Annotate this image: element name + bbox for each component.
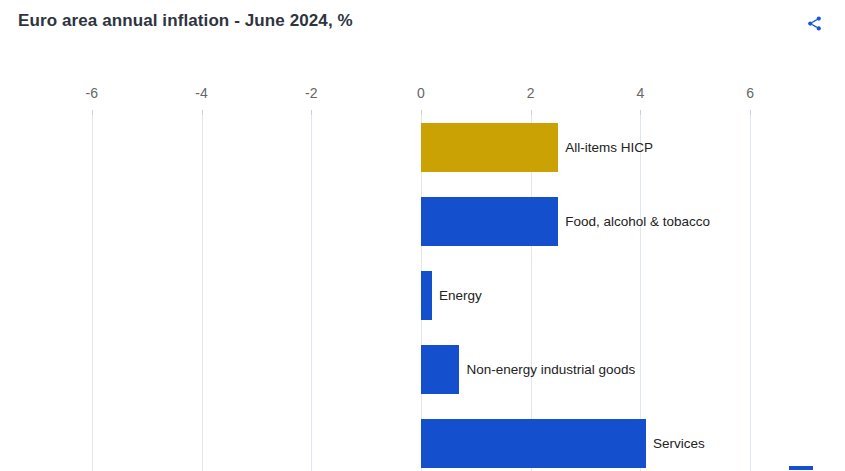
bar-all-items-hicp[interactable] [421,123,558,172]
chart-title: Euro area annual inflation - June 2024, … [18,11,353,31]
bar-energy[interactable] [421,271,432,320]
gridline [750,115,751,471]
x-tick-label: -4 [195,85,207,101]
inflation-bar-chart: Euro area annual inflation - June 2024, … [0,0,845,471]
x-tick-label: 0 [417,85,425,101]
bar-label-all-items-hicp: All-items HICP [565,123,653,172]
share-icon [806,15,823,32]
x-tick-label: 6 [746,85,754,101]
bar-label-food-alcohol-tobacco: Food, alcohol & tobacco [565,197,710,246]
partially-visible-element[interactable] [789,466,813,470]
bar-label-services: Services [653,419,705,468]
bar-food-alcohol-tobacco[interactable] [421,197,558,246]
bar-label-energy: Energy [439,271,482,320]
x-tick-label: -2 [305,85,317,101]
gridline [202,115,203,471]
bar-label-non-energy-industrial-goods: Non-energy industrial goods [466,345,635,394]
x-tick-label: 4 [637,85,645,101]
bar-services[interactable] [421,419,646,468]
x-tick-label: -6 [86,85,98,101]
bar-non-energy-industrial-goods[interactable] [421,345,459,394]
gridline [92,115,93,471]
gridline [311,115,312,471]
share-button[interactable] [803,12,825,34]
x-tick-label: 2 [527,85,535,101]
